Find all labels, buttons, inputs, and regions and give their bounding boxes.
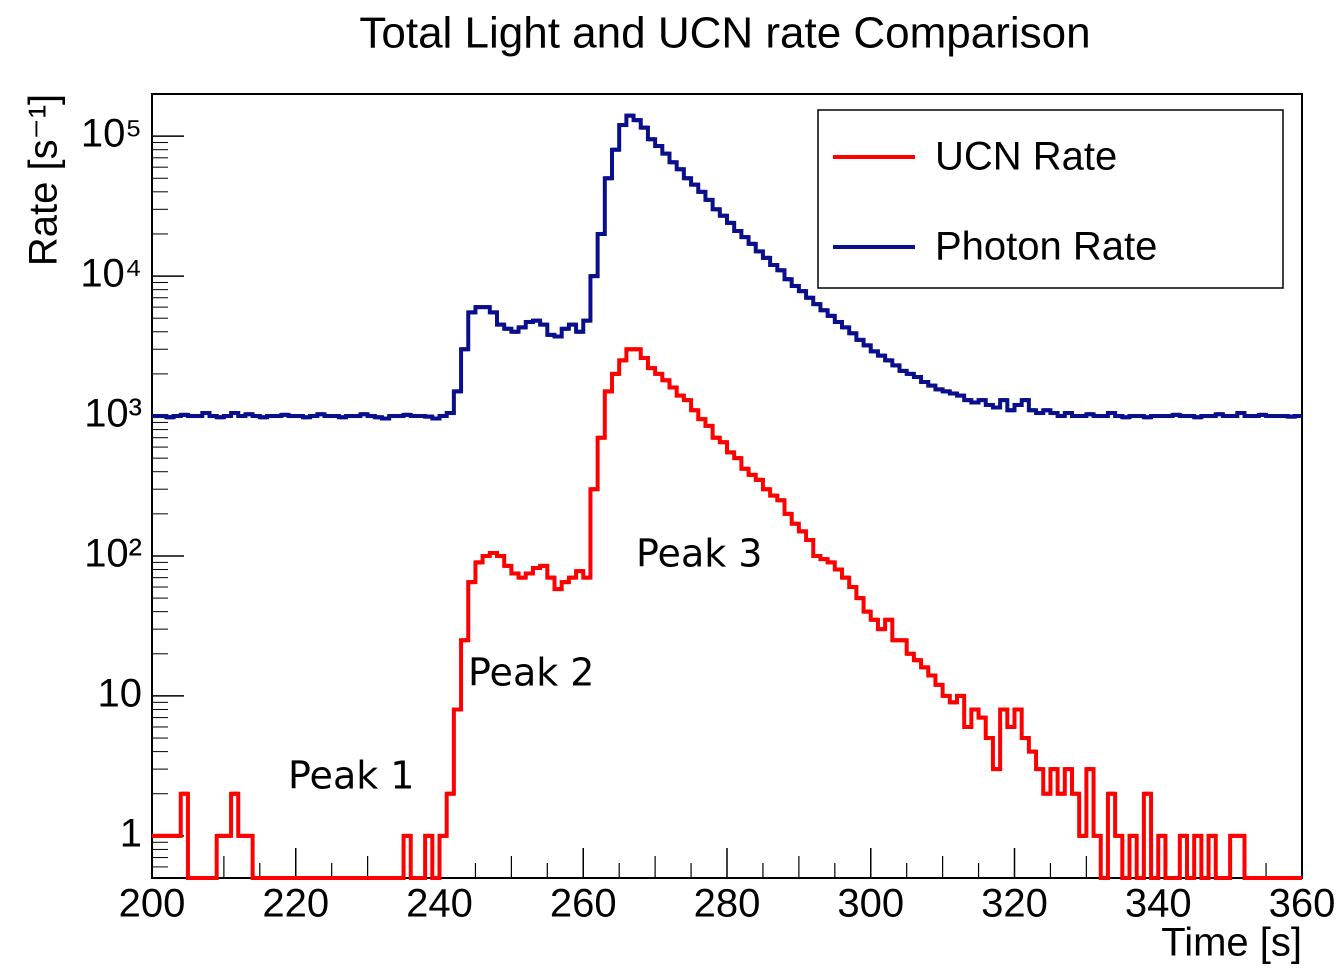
series xyxy=(152,113,1302,421)
legend-label: UCN Rate xyxy=(935,135,1117,179)
annotation: Peak 2 xyxy=(468,651,595,695)
x-tick-label: 360 xyxy=(1269,882,1336,926)
x-tick-label: 300 xyxy=(837,882,904,926)
y-tick-label: 10³ xyxy=(84,392,142,436)
y-tick-label: 10⁵ xyxy=(81,112,142,156)
x-tick-label: 260 xyxy=(550,882,617,926)
y-tick-label: 10⁴ xyxy=(80,252,142,296)
annotation: Peak 3 xyxy=(636,532,763,576)
legend-label: Photon Rate xyxy=(935,225,1157,269)
series xyxy=(152,347,1302,880)
x-tick-label: 200 xyxy=(119,882,186,926)
y-tick-label: 10² xyxy=(84,532,142,576)
x-tick-label: 280 xyxy=(694,882,761,926)
y-tick-label: 1 xyxy=(120,811,142,855)
chart-title: Total Light and UCN rate Comparison xyxy=(359,9,1090,58)
x-tick-label: 220 xyxy=(262,882,329,926)
x-axis-label: Time [s] xyxy=(1161,921,1302,965)
x-tick-label: 340 xyxy=(1125,882,1192,926)
annotation: Peak 1 xyxy=(288,754,415,798)
legend-box xyxy=(817,109,1284,289)
x-tick-label: 320 xyxy=(981,882,1048,926)
y-axis-label: Rate [s⁻¹] xyxy=(22,94,66,266)
y-tick-label: 10 xyxy=(98,671,143,715)
x-tick-label: 240 xyxy=(406,882,473,926)
step-outline xyxy=(152,347,1302,880)
